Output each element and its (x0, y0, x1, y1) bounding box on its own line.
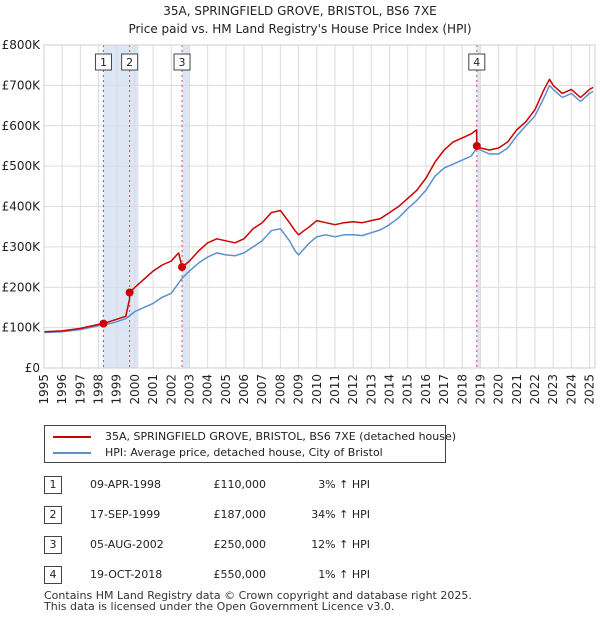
x-tick-label: 2013 (364, 374, 378, 405)
axes: £0 £100K £200K £300K £400K £500K £600K £700K £80… (2, 38, 597, 405)
x-tick-label: 2005 (219, 374, 233, 405)
x-tick-label: 1995 (37, 374, 51, 405)
chart-title: 35A, SPRINGFIELD GROVE, BRISTOL, BS6 7XE (163, 4, 437, 18)
x-tick-label: 1997 (73, 374, 87, 405)
x-tick-label: 2017 (437, 374, 451, 405)
y-tick-label: £100K (2, 321, 42, 335)
x-tick-label: 2002 (164, 374, 178, 405)
sale-hpi-change: 1% ↑ HPI (318, 568, 370, 581)
x-tick-label: 2010 (310, 374, 324, 405)
chart-subtitle: Price paid vs. HM Land Registry's House … (128, 22, 471, 36)
x-tick-label: 2022 (528, 374, 542, 405)
sale-points (99, 141, 481, 328)
sale-label-box (468, 53, 486, 71)
x-tick-label: 2000 (128, 374, 142, 405)
plot-frame (43, 44, 596, 369)
x-tick-label: 2011 (328, 374, 342, 405)
sale-point (125, 288, 134, 297)
sale-label-number: 4 (473, 56, 480, 69)
legend-label-property: 35A, SPRINGFIELD GROVE, BRISTOL, BS6 7XE… (105, 430, 457, 443)
x-tick-label: 2025 (583, 374, 597, 405)
y-tick-label: £700K (2, 78, 42, 92)
sale-label-box (121, 53, 139, 71)
sale-point (178, 263, 187, 272)
sale-row: 3 05-AUG-2002 £250,000 12% ↑ HPI (0, 536, 600, 558)
hpi-line (43, 84, 594, 334)
sale-row: 2 17-SEP-1999 £187,000 34% ↑ HPI (0, 506, 600, 528)
x-tick-label: 2015 (401, 374, 415, 405)
x-tick-label: 2006 (237, 374, 251, 405)
x-tick-label: 2014 (383, 374, 397, 405)
x-tick-label: 2007 (255, 374, 269, 405)
legend-item-property: 35A, SPRINGFIELD GROVE, BRISTOL, BS6 7XE… (53, 430, 456, 443)
footer-copyright: Contains HM Land Registry data © Crown c… (44, 589, 472, 602)
x-tick-label: 2024 (564, 374, 578, 405)
x-tick-label: 1998 (92, 374, 106, 405)
y-tick-label: £200K (2, 280, 42, 294)
sale-row: 1 09-APR-1998 £110,000 3% ↑ HPI (0, 476, 600, 498)
y-tick-label: £400K (2, 200, 42, 214)
sale-date: 17-SEP-1999 (90, 508, 161, 521)
x-tick-label: 1999 (110, 374, 124, 405)
sale-label-number: 3 (179, 56, 186, 69)
y-tick-label: £300K (2, 240, 42, 254)
legend-swatch-hpi (53, 451, 91, 454)
sale-price: £187,000 (213, 508, 267, 521)
y-tick-label: £0 (25, 361, 40, 375)
x-tick-label: 2016 (419, 374, 433, 405)
series-lines (43, 78, 594, 334)
x-tick-label: 2021 (510, 374, 524, 405)
sale-price: £550,000 (213, 568, 267, 581)
x-tick-label: 2004 (201, 374, 215, 405)
y-tick-label: £600K (2, 119, 42, 133)
x-tick-label: 1996 (55, 374, 69, 405)
sale-number: 1 (44, 476, 62, 494)
sale-price: £250,000 (213, 538, 267, 551)
sale-label-number: 2 (126, 56, 133, 69)
x-tick-label: 2001 (146, 374, 160, 405)
x-tick-label: 2012 (346, 374, 360, 405)
price-chart: 35A, SPRINGFIELD GROVE, BRISTOL, BS6 7XE… (2, 4, 597, 405)
sale-label-box (94, 53, 112, 71)
sale-label-box (173, 53, 191, 71)
sale-date: 05-AUG-2002 (90, 538, 164, 551)
sale-price: £110,000 (213, 478, 267, 491)
sale-hpi-change: 3% ↑ HPI (318, 478, 370, 491)
sale-number: 2 (44, 506, 62, 524)
sale-row: 4 19-OCT-2018 £550,000 1% ↑ HPI (0, 566, 600, 588)
x-tick-label: 2018 (455, 374, 469, 405)
x-tick-label: 2023 (546, 374, 560, 405)
sale-number: 4 (44, 566, 62, 584)
legend: 35A, SPRINGFIELD GROVE, BRISTOL, BS6 7XE… (44, 425, 456, 463)
sale-point (472, 141, 481, 150)
legend-swatch-property (53, 435, 91, 438)
sale-label-number: 1 (100, 56, 107, 69)
y-tick-label: £500K (2, 159, 42, 173)
sale-point (99, 319, 108, 328)
sale-marker-lines (102, 45, 478, 368)
y-tick-label: £800K (2, 38, 42, 52)
x-tick-label: 2008 (273, 374, 287, 405)
sale-labels: 1 2 3 4 (94, 53, 486, 71)
x-tick-label: 2003 (182, 374, 196, 405)
sale-number: 3 (44, 536, 62, 554)
sale-hpi-change: 12% ↑ HPI (311, 538, 370, 551)
legend-label-hpi: HPI: Average price, detached house, City… (105, 446, 383, 459)
x-tick-label: 2019 (473, 374, 487, 405)
x-tick-label: 2020 (492, 374, 506, 405)
legend-item-hpi: HPI: Average price, detached house, City… (53, 446, 383, 459)
footer: Contains HM Land Registry data © Crown c… (44, 590, 472, 612)
sale-hpi-change: 34% ↑ HPI (311, 508, 370, 521)
footer-licence: This data is licensed under the Open Gov… (44, 600, 395, 613)
x-tick-label: 2009 (292, 374, 306, 405)
sale-date: 19-OCT-2018 (90, 568, 163, 581)
property-price-line (43, 78, 594, 333)
sale-date: 09-APR-1998 (90, 478, 162, 491)
